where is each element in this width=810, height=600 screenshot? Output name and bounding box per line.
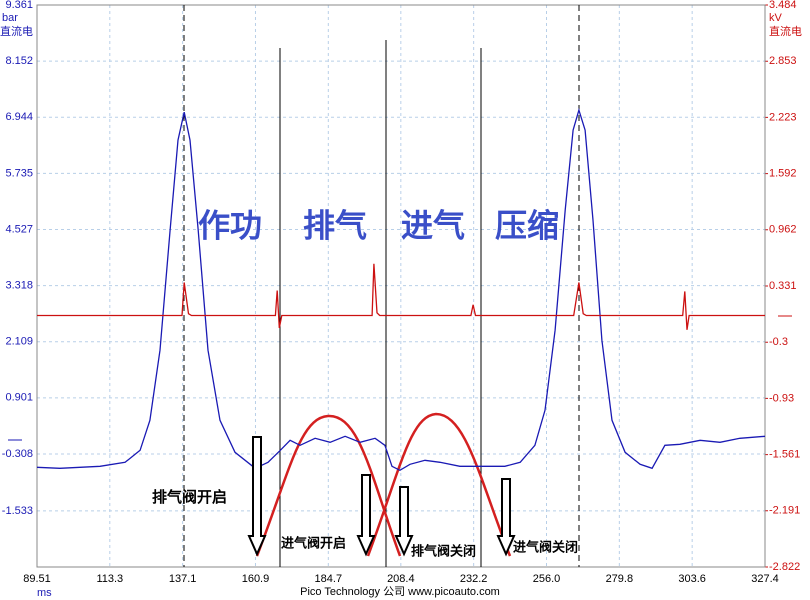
plot-frame [36, 4, 766, 568]
x-tick-label: 89.51 [23, 573, 51, 585]
y-tick-label: 0.901 [5, 392, 33, 404]
arrow [356, 474, 376, 557]
valve-label: 进气阀开启 [281, 535, 346, 550]
right-unit-note: 直流电 [769, 24, 802, 38]
valve-label: 排气阀关闭 [411, 543, 476, 558]
footer: Pico Technology 公司 www.picoauto.com [300, 586, 500, 598]
series-line [37, 263, 765, 330]
x-tick-label: 327.4 [751, 573, 779, 585]
y-tick-label: 9.361 [5, 0, 33, 11]
y2-tick-label: 1.592 [769, 168, 797, 180]
stroke-label: 作功 [198, 207, 262, 243]
y2-tick-label: -0.3 [769, 336, 788, 348]
exhaust-valve-curve [255, 414, 402, 557]
y-tick-label: 4.527 [5, 223, 33, 235]
x-tick-label: 303.6 [678, 573, 706, 585]
y2-tick-label: 0.962 [769, 224, 797, 236]
x-tick-label: 232.2 [460, 573, 488, 585]
x-unit: ms [37, 587, 52, 599]
y2-tick-label: 3.484 [769, 0, 797, 11]
y2-tick-label: 0.331 [769, 280, 797, 292]
x-tick-label: 279.8 [606, 573, 634, 585]
series-line [36, 107, 766, 472]
x-tick-label: 208.4 [387, 573, 415, 585]
y-tick-label: 6.944 [5, 111, 33, 123]
stroke-label: 排气 [303, 207, 367, 243]
y2-tick-label: -2.191 [769, 505, 800, 517]
arrow [496, 478, 516, 557]
y-tick-label: 8.152 [5, 55, 33, 67]
y-tick-label: -1.533 [2, 505, 33, 517]
y2-tick-label: -1.561 [769, 449, 800, 461]
x-tick-label: 160.9 [242, 573, 270, 585]
x-tick-label: 256.0 [533, 573, 561, 585]
stroke-label: 进气 [401, 207, 465, 243]
y2-tick-label: 2.853 [769, 55, 797, 67]
valve-label: 进气阀关闭 [513, 539, 578, 554]
stroke-label: 压缩 [495, 207, 559, 243]
arrow [394, 486, 414, 557]
y2-tick-label: -0.93 [769, 392, 794, 404]
right-unit: kV [769, 12, 783, 24]
y2-tick-label: 2.223 [769, 111, 797, 123]
y-tick-label: 2.109 [5, 336, 33, 348]
x-tick-label: 184.7 [315, 573, 343, 585]
y2-tick-label: -2.822 [769, 561, 800, 573]
y-tick-label: 3.318 [5, 280, 33, 292]
x-tick-label: 113.3 [96, 573, 123, 585]
y-tick-label: -0.308 [2, 448, 33, 460]
arrow [247, 436, 267, 557]
y-tick-label: 5.735 [5, 167, 33, 179]
intake-valve-curve [366, 412, 512, 557]
valve-label: 排气阀开启 [152, 488, 227, 506]
left-unit-note: 直流电 [0, 24, 33, 38]
left-unit: bar [2, 12, 18, 24]
x-tick-label: 137.1 [169, 573, 197, 585]
